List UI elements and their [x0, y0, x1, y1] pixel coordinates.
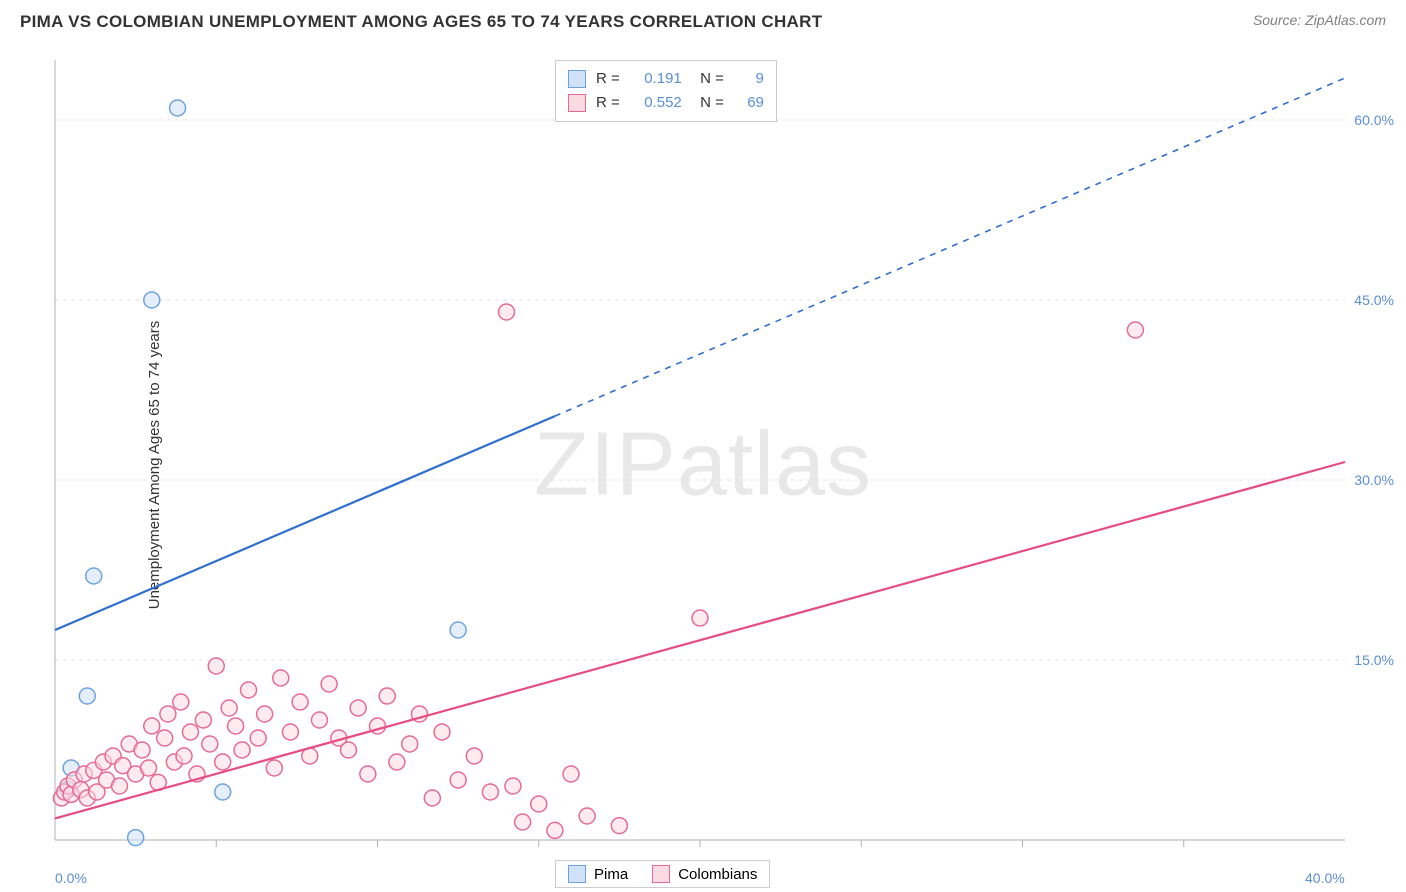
correlation-legend: R = 0.191 N = 9 R = 0.552 N = 69 — [555, 60, 777, 122]
x-tick-label: 0.0% — [55, 870, 87, 886]
y-tick-label: 60.0% — [1354, 112, 1394, 128]
legend-row: R = 0.552 N = 69 — [568, 91, 764, 115]
chart-title: PIMA VS COLOMBIAN UNEMPLOYMENT AMONG AGE… — [20, 12, 822, 32]
scatter-chart — [0, 40, 1406, 890]
legend-item: Pima — [568, 865, 628, 883]
legend-swatch — [568, 865, 586, 883]
legend-r-label: R = — [596, 91, 620, 115]
source-label: Source: ZipAtlas.com — [1253, 12, 1386, 28]
legend-item: Colombians — [652, 865, 757, 883]
legend-row: R = 0.191 N = 9 — [568, 67, 764, 91]
y-tick-label: 45.0% — [1354, 292, 1394, 308]
legend-series-name: Pima — [594, 866, 628, 883]
y-tick-label: 15.0% — [1354, 652, 1394, 668]
series-legend: Pima Colombians — [555, 860, 770, 888]
legend-r-label: R = — [596, 67, 620, 91]
legend-r-value: 0.191 — [630, 67, 682, 91]
legend-series-name: Colombians — [678, 866, 757, 883]
legend-swatch — [568, 94, 586, 112]
chart-container: ZIPatlas Unemployment Among Ages 65 to 7… — [0, 40, 1406, 890]
legend-n-label: N = — [692, 67, 724, 91]
legend-n-label: N = — [692, 91, 724, 115]
legend-n-value: 69 — [734, 91, 764, 115]
legend-swatch — [652, 865, 670, 883]
x-tick-label: 40.0% — [1305, 870, 1345, 886]
legend-swatch — [568, 70, 586, 88]
legend-r-value: 0.552 — [630, 91, 682, 115]
legend-n-value: 9 — [734, 67, 764, 91]
y-tick-label: 30.0% — [1354, 472, 1394, 488]
